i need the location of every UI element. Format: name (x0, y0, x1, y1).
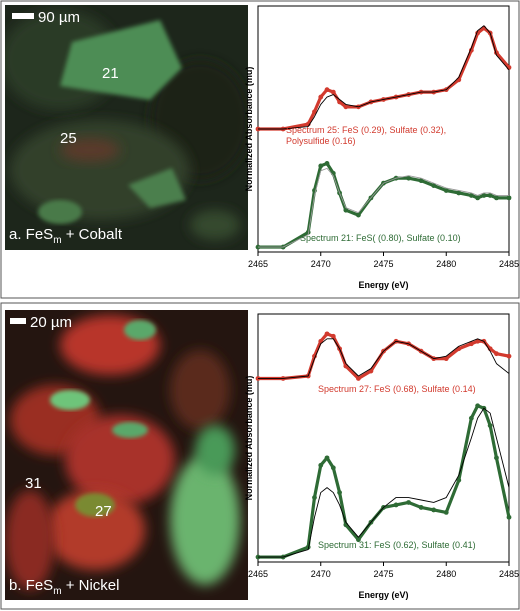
spectrum-data (258, 332, 510, 381)
data-point (475, 403, 481, 409)
series-label: Spectrum 31: FeS (0.62), Sulfate (0.41) (318, 540, 476, 550)
series-label: Spectrum 25: FeS (0.29), Sulfate (0.32),… (286, 125, 447, 146)
data-point (443, 188, 449, 193)
x-tick-label: 2465 (248, 569, 268, 579)
data-point (475, 338, 481, 344)
data-point (337, 490, 342, 495)
data-point (443, 510, 449, 515)
data-point (494, 455, 499, 461)
caption-text: a. FeS (9, 226, 54, 243)
data-point (343, 207, 349, 213)
data-point (494, 195, 499, 201)
y-axis-label: Normalized Absorbance (mu) (244, 67, 254, 192)
data-point (443, 356, 449, 362)
data-point (318, 462, 324, 468)
data-point (356, 537, 361, 543)
data-point (506, 195, 512, 201)
point-label: 25 (60, 130, 77, 147)
fit-line (258, 25, 510, 130)
data-point (318, 94, 324, 100)
data-point (330, 465, 336, 471)
caption-subscript: m (53, 586, 62, 597)
series-label: Spectrum 21: FeS( (0.80), Sulfate (0.10) (300, 233, 461, 243)
data-point (468, 341, 474, 347)
x-tick-label: 2485 (499, 569, 519, 579)
data-point (506, 514, 512, 520)
point-label: 27 (95, 503, 112, 520)
caption-subscript: m (53, 235, 62, 246)
x-tick-label: 2480 (436, 259, 456, 269)
data-point (343, 363, 349, 369)
data-point (456, 477, 462, 483)
series-label: Spectrum 27: FeS (0.68), Sulfate (0.14) (318, 384, 476, 394)
data-point (475, 195, 481, 201)
point-label: 31 (25, 475, 42, 492)
data-point (356, 212, 361, 218)
fit-line (258, 338, 510, 379)
data-point (318, 163, 324, 169)
data-point (406, 175, 411, 181)
panel-frame (0, 0, 520, 299)
data-point (506, 353, 512, 359)
data-point (324, 87, 330, 93)
data-point (343, 104, 349, 110)
scale-bar-label: 90 µm (38, 9, 80, 26)
scale-bar-label: 20 µm (30, 314, 72, 331)
x-axis-label: Energy (eV) (358, 280, 408, 290)
data-point (368, 368, 374, 374)
data-point (487, 423, 493, 428)
micrograph (5, 5, 248, 250)
data-point (406, 500, 411, 505)
data-point (468, 193, 474, 198)
x-axis-label: Energy (eV) (358, 590, 408, 600)
caption-text: + Cobalt (61, 226, 122, 243)
x-tick-label: 2470 (311, 259, 331, 269)
x-tick-label: 2470 (311, 569, 331, 579)
point-label: 21 (102, 65, 119, 82)
x-tick-label: 2475 (373, 259, 393, 269)
data-point (356, 376, 361, 381)
data-point (456, 77, 462, 83)
data-point (324, 161, 330, 166)
caption-text: b. FeS (9, 577, 54, 594)
panel-caption: b. FeSm + Nickel (9, 577, 119, 597)
data-point (324, 331, 330, 337)
data-point (324, 455, 330, 461)
data-point (330, 89, 336, 95)
x-tick-label: 2480 (436, 569, 456, 579)
data-point (393, 502, 399, 508)
data-point (487, 193, 493, 198)
fit-line (258, 407, 510, 558)
x-tick-label: 2485 (499, 259, 519, 269)
data-point (305, 544, 311, 550)
caption-text: + Nickel (61, 577, 120, 594)
data-point (468, 415, 474, 421)
fit-line (258, 167, 509, 248)
x-tick-label: 2465 (248, 259, 268, 269)
panel-caption: a. FeSm + Cobalt (9, 226, 122, 246)
data-point (481, 193, 487, 198)
data-point (494, 351, 499, 357)
data-point (431, 507, 437, 513)
micrograph (5, 310, 248, 600)
data-point (330, 333, 336, 339)
data-point (456, 190, 462, 196)
data-point (418, 178, 424, 184)
data-point (312, 495, 317, 500)
x-tick-label: 2475 (373, 569, 393, 579)
data-point (431, 183, 437, 188)
data-point (418, 505, 424, 510)
data-point (312, 109, 317, 115)
spectrum-data (258, 404, 511, 559)
y-axis-label: Normalized Absorbance (mu) (244, 376, 254, 501)
spectrum-data (258, 26, 511, 131)
panel-frame (0, 302, 520, 610)
